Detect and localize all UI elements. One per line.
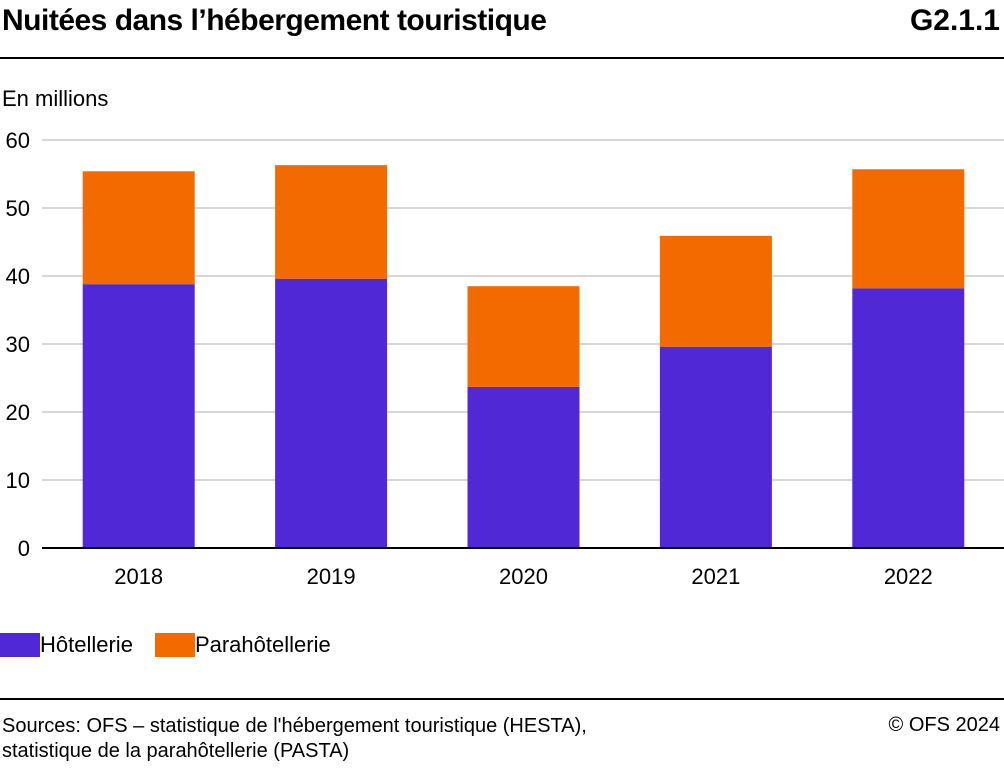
legend-label-parahotellerie: Parahôtellerie	[194, 632, 331, 657]
bar-parahotellerie-2018	[82, 171, 195, 285]
y-tick-label-10: 10	[6, 468, 30, 493]
chart-title: Nuitées dans l’hébergement touristique	[2, 4, 547, 37]
footer-divider	[0, 698, 1004, 700]
stacked-bar-chart: 0 10 20 30 40 50 60 2018 2019 2020 2021 2022	[6, 128, 1004, 589]
y-tick-label-20: 20	[6, 400, 30, 425]
y-tick-label-50: 50	[6, 196, 30, 221]
legend-swatch-hotellerie	[0, 633, 40, 657]
copyright: © OFS 2024	[888, 714, 1000, 736]
bar-parahotellerie-2021	[659, 235, 772, 347]
sources-note: Sources: OFS – statistique de l'hébergem…	[2, 714, 587, 764]
unit-label: En millions	[2, 86, 109, 111]
x-tick-label-2022: 2022	[884, 564, 933, 589]
bar-parahotellerie-2020	[467, 286, 580, 387]
sources-line-1: Sources: OFS – statistique de l'hébergem…	[2, 715, 587, 737]
legend-item-parahotellerie: Parahôtellerie	[154, 632, 331, 658]
x-tick-label-2019: 2019	[307, 564, 356, 589]
bar-hotellerie-2020	[467, 386, 580, 548]
y-tick-label-0: 0	[18, 536, 30, 561]
x-tick-label-2021: 2021	[691, 564, 740, 589]
x-tick-label-2018: 2018	[114, 564, 163, 589]
bar-hotellerie-2021	[659, 346, 772, 548]
bar-hotellerie-2018	[82, 284, 195, 548]
chart-code: G2.1.1	[909, 4, 1000, 37]
x-tick-label-2020: 2020	[499, 564, 548, 589]
bar-hotellerie-2019	[275, 278, 388, 548]
bar-hotellerie-2022	[852, 288, 965, 548]
legend-swatch-parahotellerie	[154, 633, 195, 657]
header-divider	[0, 57, 1004, 59]
legend-item-hotellerie: Hôtellerie	[0, 632, 133, 658]
y-tick-label-60: 60	[6, 128, 30, 153]
bar-parahotellerie-2019	[275, 165, 388, 279]
y-tick-label-30: 30	[6, 332, 30, 357]
bar-parahotellerie-2022	[852, 169, 965, 289]
y-tick-label-40: 40	[6, 264, 30, 289]
legend-label-hotellerie: Hôtellerie	[40, 632, 133, 657]
sources-line-2: statistique de la parahôtellerie (PASTA)	[2, 740, 350, 762]
legend: Hôtellerie Parahôtellerie	[0, 632, 353, 658]
